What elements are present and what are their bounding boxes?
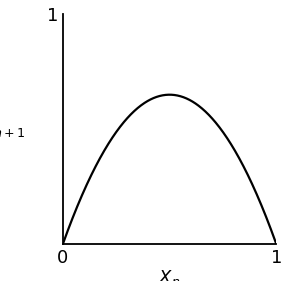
Y-axis label: $X_{n+1}$: $X_{n+1}$ [0, 119, 26, 139]
X-axis label: $X_n$: $X_n$ [158, 268, 181, 281]
